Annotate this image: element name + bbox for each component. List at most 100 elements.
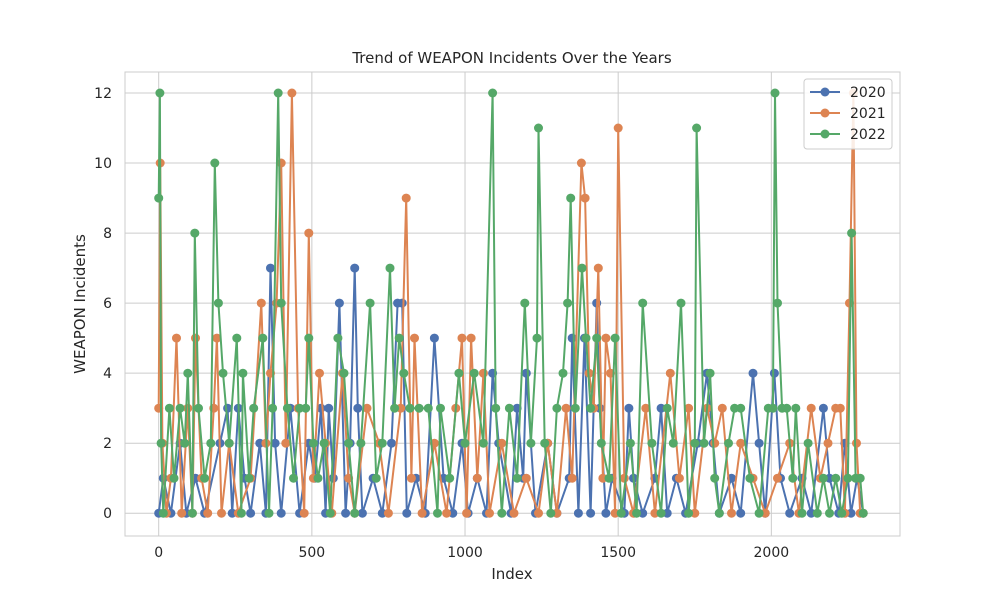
data-point-2022 — [616, 508, 626, 518]
data-point-2021 — [485, 508, 494, 518]
data-point-2021 — [650, 508, 660, 518]
legend-marker-2020 — [820, 87, 830, 97]
data-point-2022 — [244, 473, 254, 483]
data-point-2020 — [324, 403, 334, 413]
y-tick-label: 6 — [103, 296, 112, 312]
data-point-2022 — [855, 473, 865, 483]
data-point-2022 — [647, 438, 657, 448]
data-point-2021 — [497, 438, 507, 448]
data-point-2022 — [273, 88, 283, 98]
data-point-2021 — [736, 438, 746, 448]
data-point-2022 — [304, 333, 314, 343]
y-tick-label: 10 — [94, 156, 112, 172]
data-point-2022 — [190, 228, 200, 238]
data-point-2022 — [724, 438, 733, 448]
series-2022 — [154, 88, 868, 518]
data-point-2021 — [462, 508, 472, 518]
data-point-2020 — [353, 403, 363, 413]
data-point-2022 — [847, 228, 857, 238]
data-point-2022 — [224, 438, 234, 448]
data-point-2022 — [676, 298, 686, 308]
data-point-2020 — [402, 508, 412, 518]
data-point-2022 — [238, 368, 248, 378]
data-point-2022 — [837, 508, 847, 518]
data-point-2020 — [387, 438, 396, 448]
data-point-2021 — [665, 368, 675, 378]
data-point-2022 — [399, 368, 409, 378]
data-point-2021 — [773, 473, 782, 483]
data-point-2022 — [365, 298, 375, 308]
data-point-2022 — [394, 333, 404, 343]
data-point-2020 — [818, 403, 828, 413]
data-point-2021 — [710, 438, 720, 448]
data-point-2021 — [534, 508, 543, 518]
data-point-2022 — [586, 403, 596, 413]
data-point-2021 — [835, 403, 845, 413]
data-point-2021 — [287, 88, 297, 98]
legend-label-2020: 2020 — [850, 85, 886, 101]
data-point-2022 — [596, 438, 606, 448]
data-point-2020 — [341, 508, 351, 518]
legend-label-2021: 2021 — [850, 106, 886, 122]
data-point-2020 — [624, 403, 634, 413]
data-point-2021 — [690, 508, 700, 518]
legend: 2020 2021 2022 — [803, 78, 893, 150]
data-point-2022 — [155, 88, 165, 98]
data-point-2022 — [610, 333, 620, 343]
data-point-2022 — [469, 368, 479, 378]
x-tick-label: 2000 — [754, 545, 790, 561]
data-point-2022 — [818, 473, 828, 483]
data-point-2022 — [249, 403, 259, 413]
data-point-2021 — [521, 473, 531, 483]
data-point-2022 — [236, 508, 246, 518]
data-point-2022 — [831, 473, 841, 483]
data-point-2021 — [217, 508, 226, 518]
data-point-2022 — [308, 438, 318, 448]
data-point-2021 — [304, 228, 314, 238]
data-point-2022 — [319, 438, 329, 448]
data-point-2022 — [858, 508, 868, 518]
data-point-2020 — [270, 438, 280, 448]
data-point-2022 — [258, 333, 268, 343]
data-point-2021 — [727, 508, 736, 518]
legend-marker-2021 — [820, 108, 830, 118]
data-point-2022 — [213, 298, 223, 308]
legend-label-2022: 2022 — [850, 127, 886, 143]
data-point-2022 — [414, 403, 424, 413]
data-point-2022 — [662, 403, 672, 413]
data-point-2022 — [558, 368, 568, 378]
data-point-2021 — [466, 333, 476, 343]
data-point-2022 — [385, 263, 395, 273]
data-point-2022 — [301, 403, 311, 413]
data-point-2022 — [534, 123, 543, 133]
data-point-2022 — [433, 508, 442, 518]
data-point-2021 — [601, 333, 611, 343]
data-point-2022 — [812, 508, 822, 518]
data-point-2021 — [256, 298, 266, 308]
data-point-2022 — [180, 438, 190, 448]
data-point-2022 — [791, 403, 801, 413]
data-point-2022 — [282, 403, 292, 413]
data-point-2022 — [788, 473, 798, 483]
data-point-2022 — [532, 333, 542, 343]
data-point-2021 — [442, 508, 452, 518]
data-point-2022 — [632, 508, 642, 518]
data-point-2022 — [210, 158, 220, 168]
data-point-2022 — [460, 438, 470, 448]
data-point-2022 — [497, 508, 507, 518]
data-point-2020 — [246, 508, 256, 518]
data-point-2021 — [806, 403, 816, 413]
data-point-2020 — [586, 508, 596, 518]
data-point-2022 — [768, 403, 778, 413]
data-point-2022 — [156, 438, 166, 448]
data-point-2021 — [852, 438, 861, 448]
y-tick-label: 8 — [103, 226, 112, 242]
data-point-2020 — [785, 508, 795, 518]
data-point-2022 — [570, 403, 580, 413]
data-point-2022 — [183, 368, 193, 378]
data-point-2022 — [782, 403, 792, 413]
data-point-2022 — [692, 123, 702, 133]
data-point-2021 — [509, 508, 519, 518]
data-point-2022 — [512, 473, 522, 483]
data-point-2022 — [313, 473, 323, 483]
